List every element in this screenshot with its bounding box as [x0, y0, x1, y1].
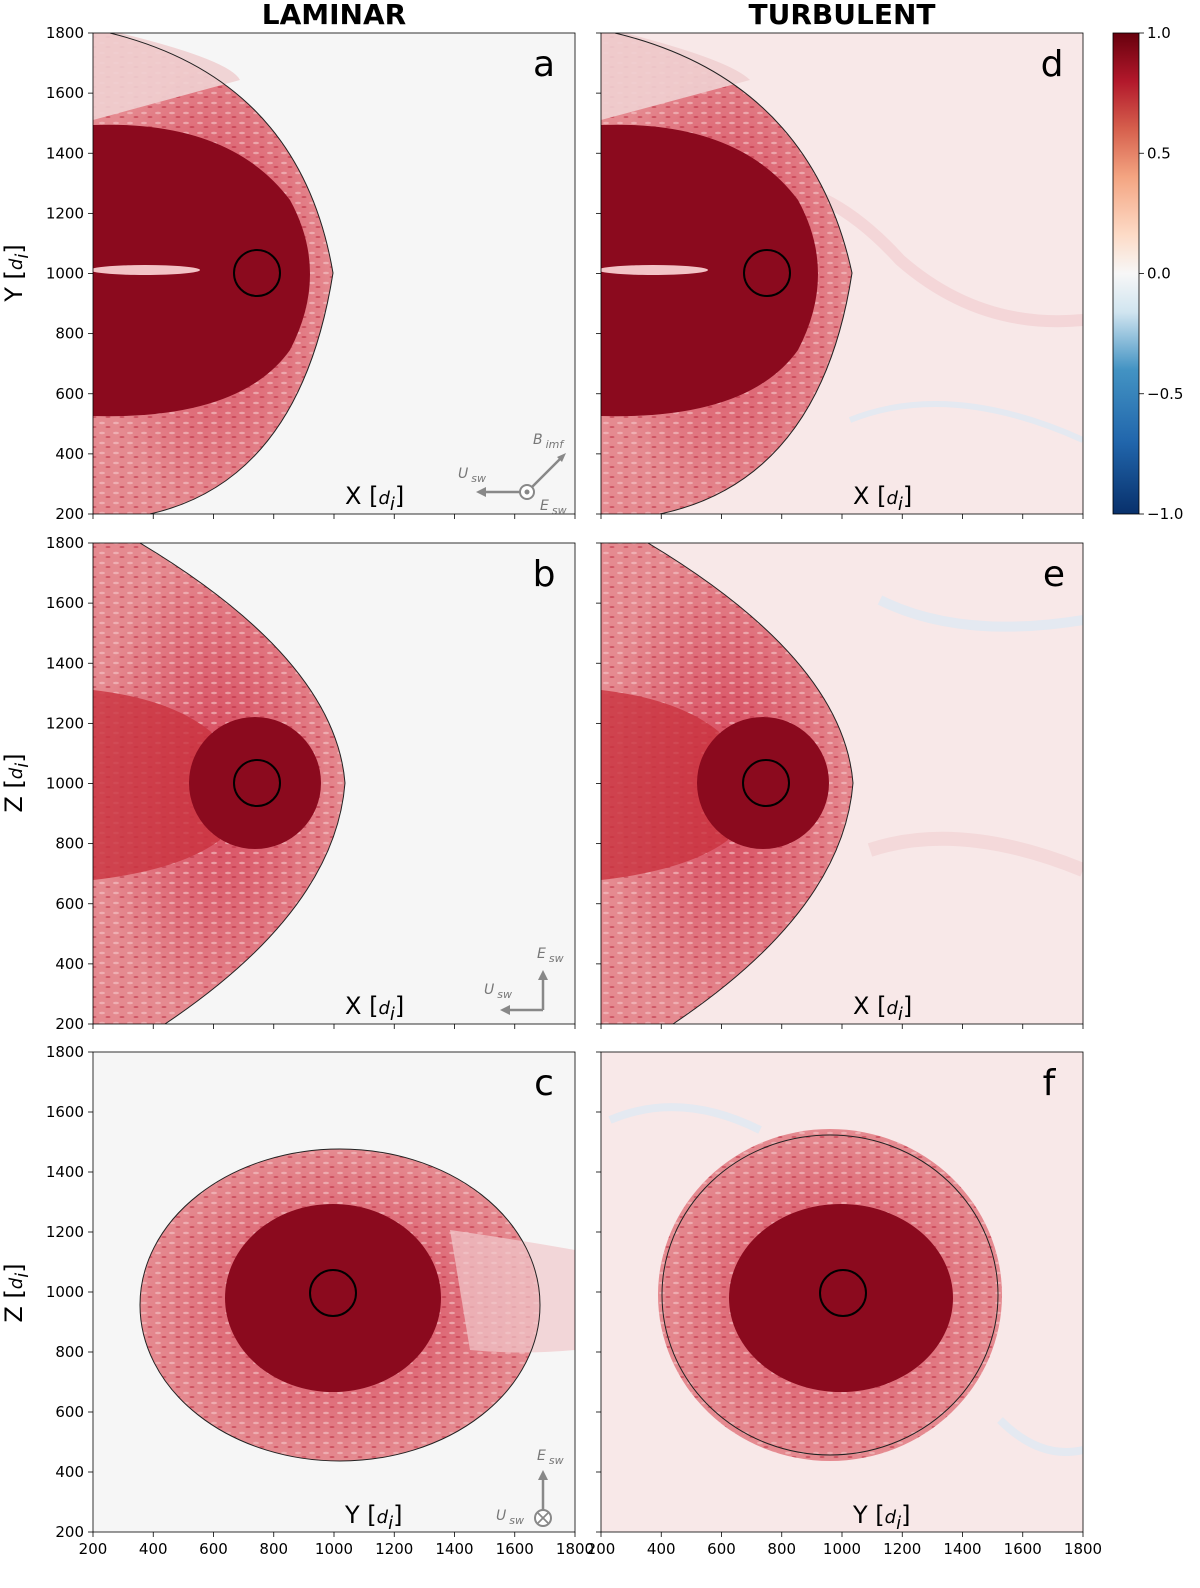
- x-tick-label: 1000: [315, 1540, 353, 1558]
- ylabel-a: Y [di]: [0, 244, 33, 303]
- xlabel-b: X [di]: [345, 992, 404, 1025]
- xlabel-c: Y [di]: [344, 1501, 403, 1534]
- y-tick-label: 1400: [46, 1163, 84, 1181]
- colorbar-tick-label: 0.0: [1147, 265, 1171, 283]
- x-tick-label: 1600: [1004, 1540, 1042, 1558]
- panel-letter-b: b: [533, 554, 556, 595]
- x-tick-label: 400: [647, 1540, 676, 1558]
- svg-text:X [di]: X [di]: [345, 482, 404, 515]
- panel-letter-d: d: [1041, 44, 1064, 85]
- y-tick-label: 1400: [46, 654, 84, 672]
- svg-text:X [di]: X [di]: [345, 992, 404, 1025]
- svg-text:Y [di]: Y [di]: [0, 244, 33, 303]
- x-tick-label: 200: [587, 1540, 616, 1558]
- y-tick-label: 800: [55, 835, 84, 853]
- colorbar-tick-label: −1.0: [1147, 505, 1183, 523]
- svg-text:Usw: Usw: [484, 982, 512, 1001]
- colorbar: [1112, 32, 1140, 515]
- y-tick-label: 1000: [46, 1283, 84, 1301]
- x-tick-label: 1800: [556, 1540, 594, 1558]
- svg-text:Esw: Esw: [537, 1448, 564, 1467]
- svg-text:Esw: Esw: [537, 946, 564, 965]
- y-tick-label: 200: [55, 1015, 84, 1033]
- x-tick-label: 1600: [496, 1540, 534, 1558]
- panel-letter-f: f: [1043, 1063, 1057, 1104]
- y-tick-label: 800: [55, 325, 84, 343]
- y-tick-label: 400: [55, 1463, 84, 1481]
- y-tick-label: 600: [55, 895, 84, 913]
- xlabel-e: X [di]: [853, 992, 912, 1025]
- y-tick-label: 200: [55, 1523, 84, 1541]
- x-tick-label: 400: [139, 1540, 168, 1558]
- x-tick-label: 1200: [883, 1540, 921, 1558]
- panel-b: b: [92, 542, 576, 1025]
- xlabel-d: X [di]: [853, 482, 912, 515]
- svg-text:X [di]: X [di]: [853, 992, 912, 1025]
- svg-text:X [di]: X [di]: [853, 482, 912, 515]
- xlabel-f: Y [di]: [852, 1501, 911, 1534]
- y-tick-label: 1400: [46, 144, 84, 162]
- colorbar-tick-label: 1.0: [1147, 24, 1171, 42]
- x-tick-label: 1400: [943, 1540, 981, 1558]
- panel-c: c: [92, 1051, 576, 1533]
- y-tick-label: 1600: [46, 84, 84, 102]
- svg-text:Esw: Esw: [540, 498, 567, 517]
- title-turbulent: TURBULENT: [749, 0, 936, 31]
- svg-text:Z [di]: Z [di]: [0, 1263, 33, 1322]
- ylabel-b: Z [di]: [0, 753, 33, 812]
- y-tick-label: 1200: [46, 204, 84, 222]
- axis-ticks: 2004006008001000120014001600180020040060…: [46, 24, 1102, 1558]
- x-tick-label: 1800: [1064, 1540, 1102, 1558]
- svg-text:Usw: Usw: [458, 466, 486, 485]
- panel-letter-e: e: [1043, 554, 1065, 595]
- y-tick-label: 1800: [46, 24, 84, 42]
- y-tick-label: 1800: [46, 1043, 84, 1061]
- y-tick-label: 1200: [46, 1223, 84, 1241]
- x-tick-label: 1200: [375, 1540, 413, 1558]
- svg-text:Usw: Usw: [496, 1508, 524, 1527]
- y-tick-label: 1000: [46, 265, 84, 283]
- y-tick-label: 800: [55, 1343, 84, 1361]
- colorbar-tick-label: −0.5: [1147, 385, 1183, 403]
- svg-text:Z [di]: Z [di]: [0, 753, 33, 812]
- colorbar-ticks: 1.0 0.5 0.0 −0.5 −1.0: [1139, 24, 1183, 523]
- y-tick-label: 400: [55, 955, 84, 973]
- y-tick-label: 400: [55, 445, 84, 463]
- y-tick-label: 1000: [46, 775, 84, 793]
- svg-text:Y [di]: Y [di]: [344, 1501, 403, 1534]
- y-tick-label: 1200: [46, 714, 84, 732]
- title-laminar: LAMINAR: [262, 0, 406, 31]
- panel-a: a: [92, 32, 576, 515]
- y-tick-label: 1800: [46, 534, 84, 552]
- panel-letter-a: a: [533, 44, 555, 85]
- panel-f: f: [600, 1051, 1084, 1533]
- x-tick-label: 200: [79, 1540, 108, 1558]
- panel-e: e: [600, 542, 1084, 1025]
- x-tick-label: 1400: [435, 1540, 473, 1558]
- x-tick-label: 600: [707, 1540, 736, 1558]
- x-tick-label: 800: [259, 1540, 288, 1558]
- x-tick-label: 800: [767, 1540, 796, 1558]
- xlabel-a: X [di]: [345, 482, 404, 515]
- x-tick-label: 1000: [823, 1540, 861, 1558]
- y-tick-label: 1600: [46, 1103, 84, 1121]
- y-tick-label: 600: [55, 1403, 84, 1421]
- panel-d: d: [600, 32, 1084, 515]
- y-tick-label: 1600: [46, 594, 84, 612]
- x-tick-label: 600: [199, 1540, 228, 1558]
- svg-text:Y [di]: Y [di]: [852, 1501, 911, 1534]
- panel-letter-c: c: [534, 1063, 554, 1104]
- colorbar-tick-label: 0.5: [1147, 144, 1171, 162]
- y-tick-label: 200: [55, 505, 84, 523]
- ylabel-c: Z [di]: [0, 1263, 33, 1322]
- y-tick-label: 600: [55, 385, 84, 403]
